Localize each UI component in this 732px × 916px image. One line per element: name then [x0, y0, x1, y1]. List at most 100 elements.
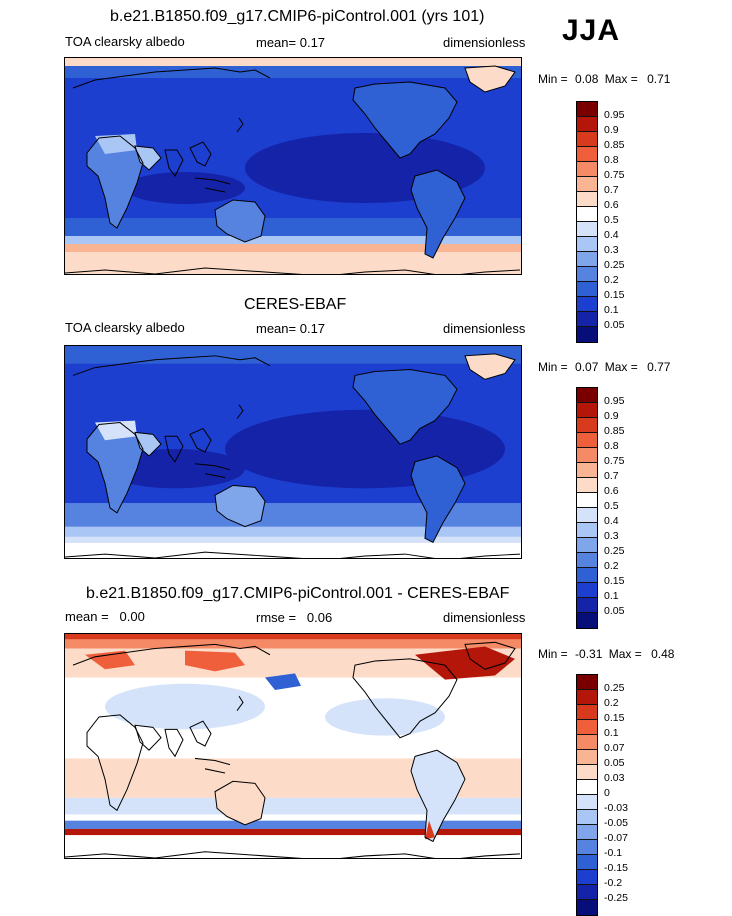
colorbar	[576, 101, 598, 343]
colorbar-tick-label: 0.85	[604, 425, 625, 437]
max-label: Max =	[604, 360, 638, 374]
colorbar-swatch	[577, 553, 597, 568]
rmse-label: rmse = 0.06	[256, 610, 333, 625]
colorbar-tick-label: 0.75	[604, 455, 625, 467]
colorbar-tick-label: -0.05	[604, 817, 628, 829]
min-value: 0.07	[575, 360, 599, 374]
colorbar-tick-label: 0.95	[604, 395, 625, 407]
colorbar-tick-label: 0.9	[604, 410, 619, 422]
min-label: Min =	[538, 72, 568, 86]
colorbar-swatch	[577, 117, 597, 132]
panel-title: b.e21.B1850.f09_g17.CMIP6-piControl.001 …	[86, 585, 510, 602]
map-difference	[64, 633, 522, 859]
colorbar-swatch	[577, 705, 597, 720]
min-label: Min =	[538, 647, 568, 661]
colorbar-tick-label: 0.2	[604, 697, 619, 709]
colorbar-swatch	[577, 493, 597, 508]
colorbar-swatch	[577, 900, 597, 915]
units-label: dimensionless	[443, 321, 526, 336]
colorbar-swatch	[577, 508, 597, 523]
colorbar-swatch	[577, 327, 597, 342]
colorbar-tick-label: 0.85	[604, 139, 625, 151]
colorbar-swatch	[577, 840, 597, 855]
colorbar-swatch	[577, 297, 597, 312]
colorbar-tick-label: 0.4	[604, 515, 619, 527]
colorbar-swatch	[577, 267, 597, 282]
colorbar-swatch	[577, 583, 597, 598]
colorbar-tick-label: 0.7	[604, 184, 619, 196]
colorbar-tick-label: 0.05	[604, 319, 625, 331]
colorbar-swatch	[577, 870, 597, 885]
colorbar-swatch	[577, 418, 597, 433]
max-value: 0.71	[647, 72, 671, 86]
max-label: Max =	[608, 647, 642, 661]
colorbar-swatch	[577, 132, 597, 147]
colorbar-tick-label: 0.75	[604, 169, 625, 181]
colorbar-tick-label: -0.03	[604, 802, 628, 814]
min-value: -0.31	[575, 647, 603, 661]
max-label: Max =	[604, 72, 638, 86]
colorbar-tick-label: 0.8	[604, 440, 619, 452]
colorbar-tick-label: -0.1	[604, 847, 623, 859]
colorbar-tick-label: 0.2	[604, 560, 619, 572]
colorbar-swatch	[577, 720, 597, 735]
colorbar-tick-label: 0.6	[604, 485, 619, 497]
colorbar-tick-label: 0.95	[604, 109, 625, 121]
colorbar-tick-label: 0.3	[604, 244, 619, 256]
colorbar-swatch	[577, 147, 597, 162]
colorbar-swatch	[577, 810, 597, 825]
colorbar	[576, 387, 598, 629]
colorbar-tick-label: 0.15	[604, 289, 625, 301]
colorbar-swatch	[577, 207, 597, 222]
colorbar-swatch	[577, 222, 597, 237]
colorbar-swatch	[577, 177, 597, 192]
map-observations	[64, 345, 522, 559]
colorbar-tick-label: 0.1	[604, 727, 619, 739]
colorbar-tick-label: 0.3	[604, 530, 619, 542]
max-value: 0.77	[647, 360, 671, 374]
min-value: 0.08	[575, 72, 599, 86]
colorbar-tick-label: 0.9	[604, 124, 619, 136]
panel-title: CERES-EBAF	[244, 296, 347, 313]
colorbar-tick-label: 0	[604, 787, 610, 799]
colorbar-swatch	[577, 523, 597, 538]
colorbar-swatch	[577, 855, 597, 870]
colorbar-tick-label: 0.05	[604, 757, 625, 769]
colorbar-swatch	[577, 765, 597, 780]
colorbar-tick-label: 0.7	[604, 470, 619, 482]
colorbar-swatch	[577, 312, 597, 327]
colorbar-swatch	[577, 388, 597, 403]
colorbar-swatch	[577, 102, 597, 117]
min-label: Min =	[538, 360, 568, 374]
colorbar-tick-label: -0.15	[604, 862, 628, 874]
colorbar-swatch	[577, 433, 597, 448]
colorbar-labels: 0.95 0.9 0.85 0.8 0.75 0.7 0.6 0.5 0.4 0.3 0.25 0.2…	[604, 101, 625, 331]
colorbar-tick-label: 0.2	[604, 274, 619, 286]
colorbar-labels: 0.25 0.2 0.15 0.1 0.07 0.05 0.03 0 -0.03 -0.05 -0.…	[604, 674, 628, 904]
colorbar-swatch	[577, 252, 597, 267]
colorbar-tick-label: 0.25	[604, 682, 625, 694]
colorbar-tick-label: 0.6	[604, 199, 619, 211]
colorbar-tick-label: 0.4	[604, 229, 619, 241]
colorbar-swatch	[577, 162, 597, 177]
mean-label: mean= 0.17	[256, 321, 326, 336]
colorbar-swatch	[577, 675, 597, 690]
colorbar-swatch	[577, 448, 597, 463]
colorbar-tick-label: 0.15	[604, 712, 625, 724]
colorbar-swatch	[577, 282, 597, 297]
colorbar-swatch	[577, 780, 597, 795]
colorbar-tick-label: 0.5	[604, 500, 619, 512]
colorbar-tick-label: 0.5	[604, 214, 619, 226]
season-label: JJA	[562, 14, 621, 47]
colorbar-swatch	[577, 735, 597, 750]
colorbar-labels: 0.95 0.9 0.85 0.8 0.75 0.7 0.6 0.5 0.4 0.3 0.25 0.2…	[604, 387, 625, 617]
mean-label: mean= 0.17	[256, 35, 326, 50]
variable-label: TOA clearsky albedo	[65, 320, 185, 335]
colorbar-tick-label: 0.03	[604, 772, 625, 784]
colorbar-tick-label: -0.25	[604, 892, 628, 904]
colorbar-tick-label: 0.1	[604, 590, 619, 602]
colorbar-tick-label: -0.2	[604, 877, 623, 889]
min-max-readout: Min = 0.07 Max = 0.77	[538, 360, 670, 374]
colorbar-swatch	[577, 463, 597, 478]
colorbar-swatch	[577, 192, 597, 207]
